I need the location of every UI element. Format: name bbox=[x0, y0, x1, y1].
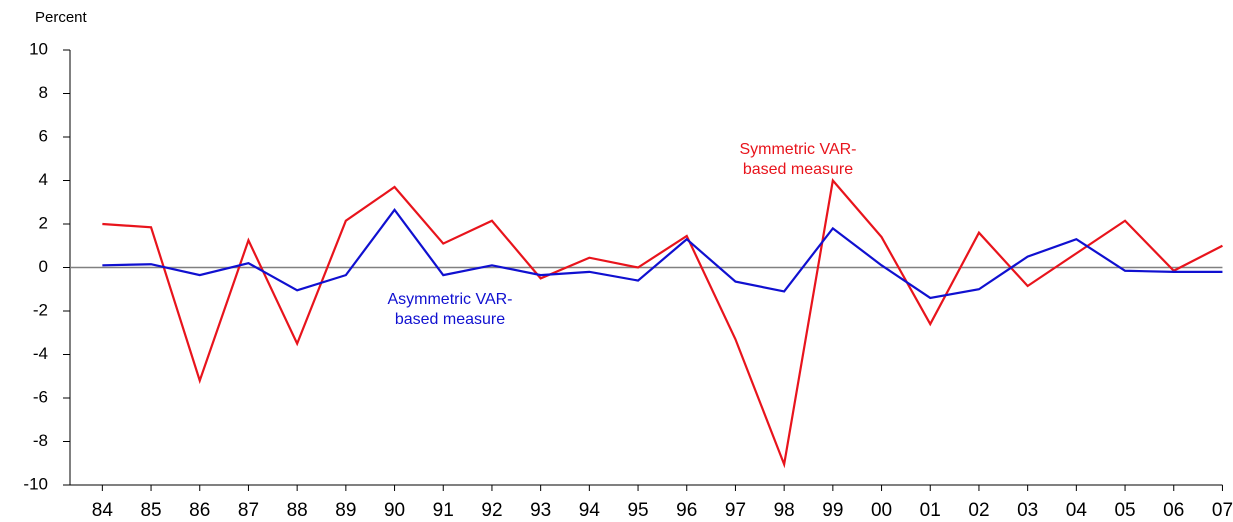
x-tick-label: 05 bbox=[1114, 500, 1135, 521]
x-tick-label: 89 bbox=[335, 500, 356, 521]
y-tick-label: 10 bbox=[29, 39, 48, 58]
y-tick-label: 4 bbox=[39, 170, 48, 189]
y-tick-label: -8 bbox=[33, 431, 48, 450]
annotation: Asymmetric VAR- bbox=[387, 291, 512, 308]
x-tick-label: 91 bbox=[433, 500, 454, 521]
y-tick-label: 6 bbox=[39, 126, 48, 145]
annotation: Symmetric VAR- bbox=[739, 141, 856, 158]
annotation: based measure bbox=[743, 161, 853, 178]
x-tick-label: 96 bbox=[676, 500, 697, 521]
x-tick-label: 85 bbox=[140, 500, 161, 521]
x-tick-label: 94 bbox=[579, 500, 601, 521]
x-tick-label: 06 bbox=[1163, 500, 1184, 521]
x-tick-label: 03 bbox=[1017, 500, 1038, 521]
y-tick-label: -6 bbox=[33, 387, 48, 406]
y-tick-label: -4 bbox=[33, 344, 48, 363]
x-tick-label: 87 bbox=[238, 500, 259, 521]
series-line bbox=[102, 208, 1223, 300]
x-tick-label: 84 bbox=[92, 500, 114, 521]
x-tick-label: 01 bbox=[920, 500, 941, 521]
x-tick-label: 86 bbox=[189, 500, 210, 521]
x-tick-label: 88 bbox=[287, 500, 308, 521]
x-tick-label: 02 bbox=[968, 500, 989, 521]
x-tick-label: 97 bbox=[725, 500, 746, 521]
annotation: based measure bbox=[395, 311, 505, 328]
y-tick-label: -2 bbox=[33, 300, 48, 319]
x-tick-label: 93 bbox=[530, 500, 551, 521]
series-line bbox=[102, 178, 1223, 469]
x-tick-label: 90 bbox=[384, 500, 405, 521]
y-tick-label: 0 bbox=[39, 257, 48, 276]
x-tick-label: 92 bbox=[481, 500, 502, 521]
y-tick-label: 2 bbox=[39, 213, 48, 232]
y-axis-label: Percent bbox=[35, 9, 88, 26]
x-tick-label: 00 bbox=[871, 500, 892, 521]
y-tick-label: 8 bbox=[39, 83, 48, 102]
x-tick-label: 99 bbox=[822, 500, 843, 521]
x-tick-label: 95 bbox=[627, 500, 648, 521]
x-tick-label: 07 bbox=[1212, 500, 1233, 521]
y-tick-label: -10 bbox=[23, 474, 48, 493]
x-tick-label: 98 bbox=[774, 500, 795, 521]
x-tick-label: 04 bbox=[1066, 500, 1088, 521]
